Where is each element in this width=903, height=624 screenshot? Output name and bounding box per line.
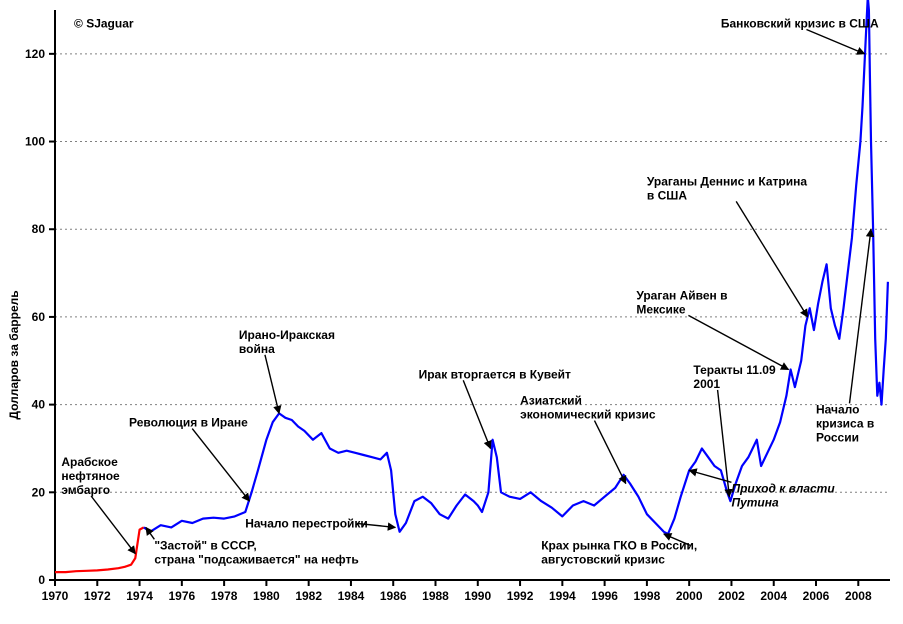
x-tick-label: 1984 — [338, 589, 365, 603]
y-tick-label: 0 — [38, 573, 45, 587]
x-tick-label: 2006 — [803, 589, 830, 603]
y-tick-label: 20 — [32, 485, 46, 499]
x-tick-label: 1990 — [464, 589, 491, 603]
x-tick-label: 1982 — [295, 589, 322, 603]
x-tick-label: 1998 — [634, 589, 661, 603]
x-tick-label: 1988 — [422, 589, 449, 603]
x-tick-label: 1980 — [253, 589, 280, 603]
x-tick-label: 1992 — [507, 589, 534, 603]
y-tick-label: 80 — [32, 222, 46, 236]
x-tick-label: 1974 — [126, 589, 153, 603]
y-axis-title: Долларов за баррель — [7, 290, 21, 419]
svg-text:Ирак вторгается в Кувейт: Ирак вторгается в Кувейт — [419, 367, 571, 381]
x-tick-label: 1972 — [84, 589, 111, 603]
y-tick-label: 100 — [25, 135, 45, 149]
x-tick-label: 2004 — [760, 589, 787, 603]
x-tick-label: 2008 — [845, 589, 872, 603]
y-tick-label: 120 — [25, 47, 45, 61]
y-tick-label: 40 — [32, 398, 46, 412]
x-tick-label: 1996 — [591, 589, 618, 603]
x-tick-label: 1994 — [549, 589, 576, 603]
x-tick-label: 1978 — [211, 589, 238, 603]
svg-text:Революция в Иране: Революция в Иране — [129, 416, 248, 430]
copyright-text: © SJaguar — [74, 17, 134, 31]
x-tick-label: 1986 — [380, 589, 407, 603]
x-tick-label: 2000 — [676, 589, 703, 603]
oil-price-chart: 1970 1972 1974 1976 1978 1980 1982 1984 1986 1988… — [0, 0, 903, 624]
x-tick-label: 1976 — [168, 589, 195, 603]
y-tick-label: 60 — [32, 310, 46, 324]
x-tick-label: 2002 — [718, 589, 745, 603]
svg-text:Начало перестройки: Начало перестройки — [245, 516, 368, 530]
x-tick-label: 1970 — [42, 589, 69, 603]
svg-text:Банковский кризис в США: Банковский кризис в США — [721, 17, 879, 31]
